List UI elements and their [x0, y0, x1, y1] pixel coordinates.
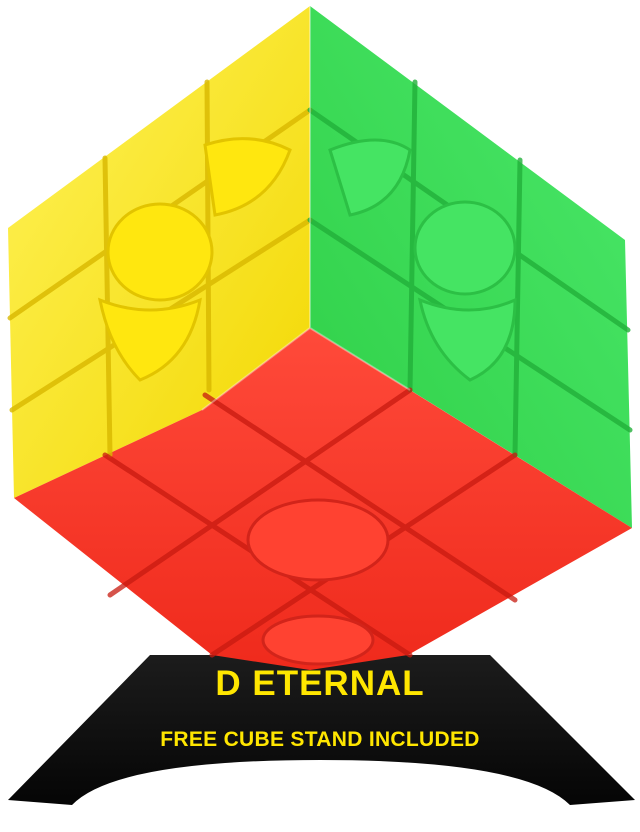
cube-stand [8, 655, 635, 805]
brand-name: D ETERNAL [215, 664, 425, 703]
stand-included-tagline: FREE CUBE STAND INCLUDED [160, 728, 480, 751]
stand-icon [8, 655, 635, 805]
cube-icon [7, 6, 633, 670]
